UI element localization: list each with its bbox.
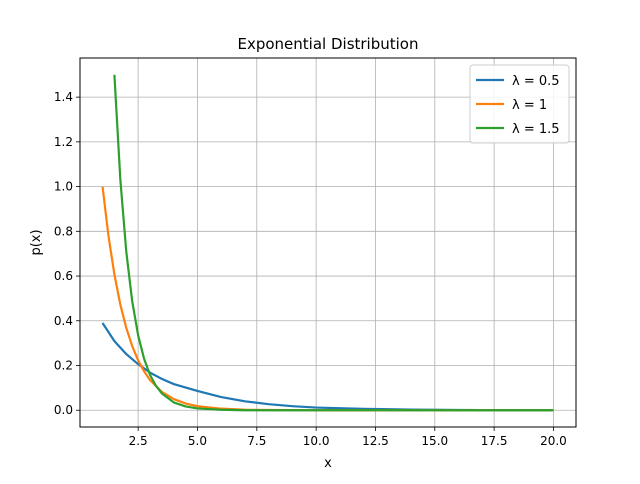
axis-ticks: 2.5 5.0 7.5 10.0 12.5 15.0 17.5 20.0 0.0 0.2 0.4 0.… — [54, 90, 567, 448]
chart-title: Exponential Distribution — [238, 35, 419, 53]
y-tick-label: 0.2 — [54, 359, 73, 373]
x-tick-label: 10.0 — [303, 434, 330, 448]
y-tick-label: 0.4 — [54, 314, 73, 328]
y-tick-label: 1.0 — [54, 180, 73, 194]
legend: λ = 0.5 λ = 1 λ = 1.5 — [469, 64, 570, 144]
y-tick-label: 0.8 — [54, 224, 73, 238]
x-tick-label: 5.0 — [188, 434, 207, 448]
x-tick-label: 7.5 — [247, 434, 266, 448]
plot-frame — [79, 57, 577, 428]
y-tick-label: 0.6 — [54, 269, 73, 283]
x-tick-label: 2.5 — [129, 434, 148, 448]
x-tick-label: 20.0 — [540, 434, 567, 448]
legend-label-2: λ = 1 — [512, 98, 547, 113]
series-lines — [101, 74, 554, 412]
legend-box — [469, 64, 570, 144]
x-tick-label: 15.0 — [421, 434, 448, 448]
legend-label-3: λ = 1.5 — [512, 122, 560, 137]
y-tick-label: 1.4 — [54, 90, 73, 104]
x-tick-label: 12.5 — [362, 434, 389, 448]
legend-label-1: λ = 0.5 — [512, 74, 560, 89]
y-tick-label: 1.2 — [54, 135, 73, 149]
y-tick-label: 0.0 — [54, 403, 73, 417]
x-tick-label: 17.5 — [481, 434, 508, 448]
x-axis-label: x — [324, 456, 332, 471]
y-axis-label: p(x) — [29, 229, 44, 255]
series-line-3 — [113, 74, 554, 412]
